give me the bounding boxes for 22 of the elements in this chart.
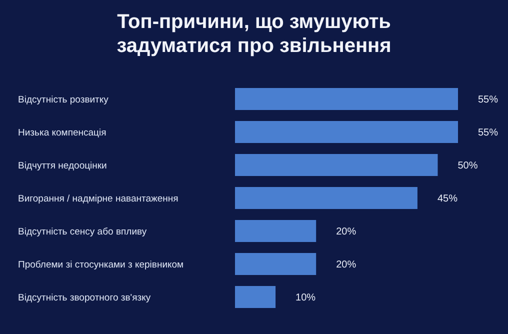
data-label: 10% xyxy=(296,292,316,304)
y-tick-label: Відсутність розвитку xyxy=(18,94,109,106)
data-label: 55% xyxy=(478,128,498,139)
data-label: 20% xyxy=(336,260,356,271)
data-label: 55% xyxy=(478,94,498,106)
chart-title: Топ-причини, що змушують задуматися про звільнення xyxy=(116,10,392,58)
bar xyxy=(235,121,458,143)
data-label: 45% xyxy=(437,194,458,205)
bar xyxy=(235,253,316,275)
y-tick-label: Проблеми зі стосунками з керівником xyxy=(18,260,184,270)
data-label: 20% xyxy=(336,226,356,238)
bar xyxy=(235,88,458,110)
y-tick-label: Відчуття недооцінки xyxy=(18,160,107,172)
bar xyxy=(235,187,418,209)
bar xyxy=(235,220,316,242)
y-tick-label: Відсутність сенсу або впливу xyxy=(18,226,147,238)
y-tick-label: Низька компенсація xyxy=(18,128,106,138)
data-label: 50% xyxy=(458,160,478,172)
y-tick-label: Вигорання / надмірне навантаження xyxy=(18,194,178,204)
y-tick-label: Відсутність зворотного зв'язку xyxy=(18,292,151,304)
bar xyxy=(235,154,438,176)
bar xyxy=(235,286,276,308)
